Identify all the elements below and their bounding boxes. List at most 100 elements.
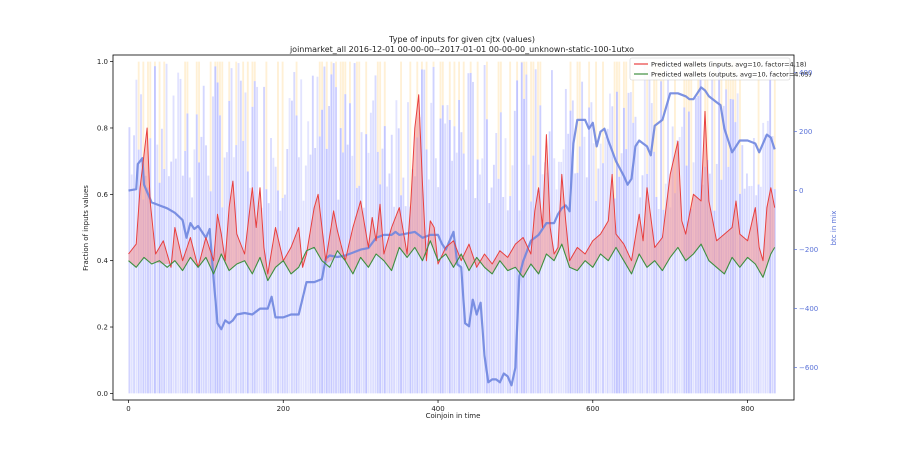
background-bar bbox=[506, 210, 509, 394]
background-bar-top bbox=[242, 61, 245, 141]
background-bar-top bbox=[432, 61, 435, 67]
background-bar-top bbox=[209, 61, 212, 192]
y-tick-label: 0.0 bbox=[97, 390, 108, 398]
background-bar-top bbox=[195, 61, 198, 115]
background-bar bbox=[639, 197, 642, 394]
background-bar-top bbox=[727, 61, 730, 167]
background-bar-top bbox=[537, 61, 539, 190]
background-bar bbox=[318, 136, 321, 394]
background-bar bbox=[198, 162, 200, 394]
background-bar bbox=[195, 114, 198, 394]
background-bar bbox=[170, 161, 173, 394]
background-bar bbox=[746, 173, 748, 394]
background-bar bbox=[167, 176, 170, 394]
background-bar bbox=[613, 198, 616, 394]
background-bar bbox=[690, 208, 693, 394]
background-bar bbox=[414, 176, 416, 394]
background-bar bbox=[386, 186, 389, 394]
legend-inputs-label: Predicted wallets (inputs, avg=10, facto… bbox=[651, 61, 807, 69]
background-bar bbox=[260, 207, 263, 394]
background-bar bbox=[137, 149, 140, 394]
background-bar bbox=[483, 65, 486, 394]
background-bar-top bbox=[409, 61, 412, 207]
y-tick-label: 0.2 bbox=[97, 324, 108, 332]
background-bar bbox=[653, 151, 656, 394]
background-bar-top bbox=[458, 61, 461, 100]
background-bar-top bbox=[184, 61, 187, 151]
background-bar bbox=[355, 187, 358, 394]
background-bar bbox=[618, 176, 621, 394]
x-axis: 0 200 400 600 800 bbox=[126, 400, 754, 413]
background-bar bbox=[469, 72, 472, 394]
background-bar bbox=[625, 149, 628, 394]
background-bar bbox=[755, 195, 758, 394]
background-bar bbox=[527, 164, 530, 394]
background-bar-top bbox=[342, 61, 344, 153]
background-bar bbox=[397, 128, 400, 394]
background-bar bbox=[546, 172, 549, 394]
background-bar bbox=[748, 186, 751, 394]
background-bar bbox=[200, 136, 203, 394]
background-bar-top bbox=[198, 61, 200, 163]
background-bar bbox=[165, 63, 168, 394]
background-bar-top bbox=[355, 61, 358, 188]
background-bar bbox=[455, 152, 458, 394]
background-bar bbox=[743, 188, 746, 394]
background-bar bbox=[274, 166, 277, 394]
background-bar bbox=[393, 206, 395, 394]
background-bar bbox=[235, 145, 238, 394]
background-bar-top bbox=[439, 61, 442, 119]
background-bar bbox=[490, 187, 493, 394]
background-bar-top bbox=[221, 61, 224, 208]
background-bar-top bbox=[687, 61, 690, 112]
background-bar bbox=[402, 177, 405, 394]
background-bar bbox=[225, 152, 228, 394]
background-bar bbox=[249, 187, 252, 394]
background-bar-top bbox=[186, 61, 189, 114]
y-tick-label: 0.6 bbox=[97, 191, 109, 199]
y2-axis-label: btc in mix bbox=[830, 211, 838, 246]
background-bar bbox=[560, 161, 563, 394]
background-bar bbox=[713, 210, 716, 394]
x-tick-label: 400 bbox=[431, 405, 444, 413]
background-bar bbox=[465, 189, 467, 394]
background-bar bbox=[184, 150, 187, 394]
background-bar-top bbox=[655, 61, 658, 197]
background-bar-top bbox=[462, 61, 465, 154]
background-bar bbox=[525, 74, 528, 394]
background-bar-top bbox=[147, 61, 149, 188]
outputs-series-line bbox=[128, 240, 776, 282]
background-bar-top bbox=[632, 61, 635, 123]
background-bar-top bbox=[253, 61, 256, 82]
btc-in-mix-line bbox=[128, 86, 776, 387]
background-bar-top bbox=[616, 61, 618, 92]
background-bar bbox=[518, 210, 521, 394]
background-bar bbox=[342, 152, 344, 394]
background-bar-top bbox=[335, 61, 337, 88]
background-bar bbox=[537, 189, 539, 394]
background-bar-top bbox=[685, 61, 688, 166]
background-bar bbox=[578, 146, 581, 394]
background-bar bbox=[437, 187, 440, 394]
background-bar bbox=[174, 158, 177, 394]
background-bar bbox=[773, 189, 776, 394]
background-bar-top bbox=[622, 61, 625, 108]
background-bar-top bbox=[662, 61, 665, 210]
y-axis-left: 0.0 0.2 0.4 0.6 0.8 1.0 bbox=[97, 58, 113, 398]
inputs-series-line bbox=[128, 94, 776, 275]
background-bar bbox=[416, 137, 419, 394]
background-bar bbox=[739, 193, 741, 394]
background-bar-top bbox=[142, 61, 145, 200]
y-axis-label: Fraction of inputs values bbox=[82, 185, 90, 271]
background-bar bbox=[599, 143, 602, 394]
background-bar bbox=[662, 209, 665, 394]
background-bar bbox=[669, 207, 672, 394]
background-bar bbox=[708, 173, 711, 394]
background-bar-top bbox=[618, 61, 621, 177]
background-bar bbox=[400, 195, 402, 394]
background-bar bbox=[462, 153, 465, 394]
background-bar bbox=[144, 175, 147, 394]
background-bar bbox=[530, 201, 532, 394]
background-bar bbox=[237, 63, 240, 394]
background-bar bbox=[759, 186, 762, 394]
